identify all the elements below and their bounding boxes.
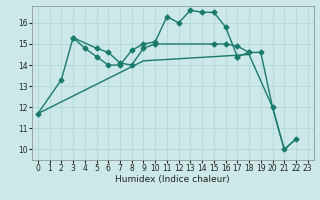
- X-axis label: Humidex (Indice chaleur): Humidex (Indice chaleur): [116, 175, 230, 184]
